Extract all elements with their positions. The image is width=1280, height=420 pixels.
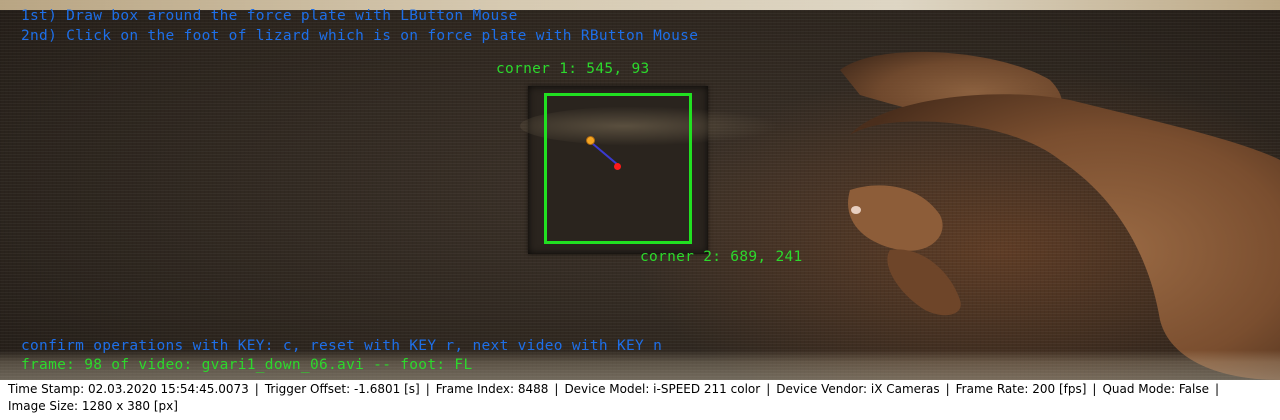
corner-1-label: corner 1: 545, 93 bbox=[496, 61, 650, 77]
frame-index: Frame Index: 8488 bbox=[435, 382, 549, 396]
quad-mode: Quad Mode: False bbox=[1102, 382, 1209, 396]
plate-edge-bottom bbox=[0, 350, 1280, 380]
separator: | bbox=[945, 382, 950, 396]
foot-point-marker[interactable] bbox=[614, 163, 621, 170]
key-controls-hint: confirm operations with KEY: c, reset wi… bbox=[21, 338, 663, 354]
force-plate-box[interactable] bbox=[544, 93, 692, 244]
separator: | bbox=[425, 382, 430, 396]
device-vendor: Device Vendor: iX Cameras bbox=[776, 382, 940, 396]
instruction-draw-box: 1st) Draw box around the force plate wit… bbox=[21, 8, 518, 24]
frame-info: frame: 98 of video: gvari1_down_06.avi -… bbox=[21, 357, 473, 373]
lizard bbox=[520, 106, 780, 146]
separator: | bbox=[1214, 382, 1220, 396]
plate-edge-top bbox=[0, 0, 1280, 10]
device-model: Device Model: i-SPEED 211 color bbox=[564, 382, 761, 396]
frame-rate: Frame Rate: 200 [fps] bbox=[955, 382, 1087, 396]
hand bbox=[840, 51, 1280, 380]
video-frame[interactable]: 1st) Draw box around the force plate wit… bbox=[0, 0, 1280, 380]
separator: | bbox=[254, 382, 259, 396]
separator: | bbox=[554, 382, 559, 396]
image-size: Image Size: 1280 x 380 [px] bbox=[8, 399, 178, 413]
instruction-click-foot: 2nd) Click on the foot of lizard which i… bbox=[21, 28, 699, 44]
time-stamp: Time Stamp: 02.03.2020 15:54:45.0073 bbox=[8, 382, 249, 396]
metadata-status-bar: Time Stamp: 02.03.2020 15:54:45.0073 | Tri… bbox=[0, 380, 1280, 420]
reference-point-marker[interactable] bbox=[586, 136, 595, 145]
trigger-offset: Trigger Offset: -1.6801 [s] bbox=[264, 382, 420, 396]
separator: | bbox=[766, 382, 771, 396]
separator: | bbox=[1092, 382, 1097, 396]
corner-2-label: corner 2: 689, 241 bbox=[640, 249, 803, 265]
